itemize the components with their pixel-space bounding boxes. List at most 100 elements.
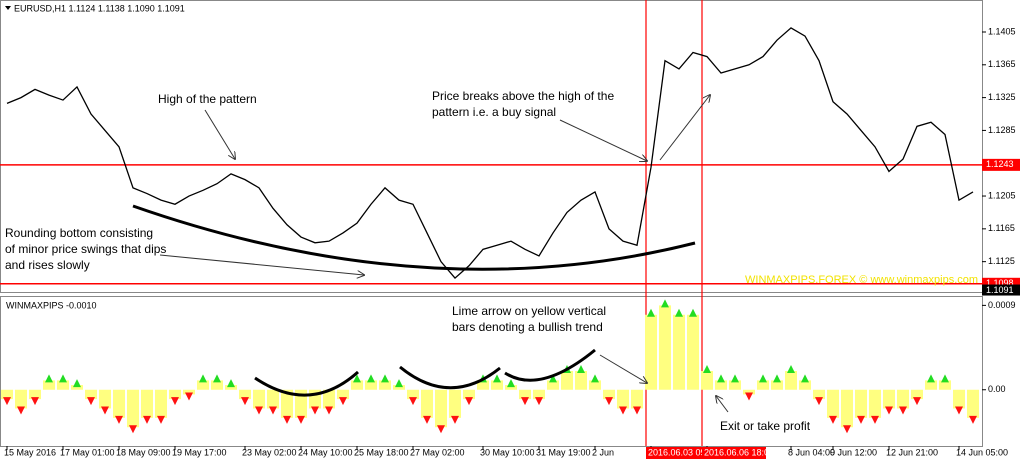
trend-arrow [969,415,977,424]
trend-arrow [241,397,249,406]
last-price-box [982,284,1020,296]
trend-arrow [871,415,879,424]
bar [883,389,895,409]
trend-arrow [773,374,781,383]
annotation: and rises slowly [5,258,90,272]
swing-curve [504,348,596,382]
bar [967,389,979,418]
annotation: High of the pattern [158,92,257,106]
bar [85,389,97,400]
x-tick-label: 2016.06.03 09 [648,447,706,457]
bar [113,389,125,418]
x-tick-label: 30 May 10:00 [480,447,535,457]
trend-arrow [941,374,949,383]
last-price-label: 1.1091 [986,285,1014,295]
trend-arrow [283,415,291,424]
trend-arrow [549,374,557,383]
bar [617,389,629,409]
y-tick-label: 1.1125 [988,256,1015,266]
arrow [716,396,729,413]
x-tick-label: 15 May 2016 [4,447,56,457]
trend-arrow [661,299,669,308]
bar [253,389,265,409]
y-tick-label: 1.1405 [988,26,1016,36]
bar [841,389,853,428]
trend-arrow [157,415,165,424]
trend-arrow [269,406,277,415]
trend-arrow [577,365,585,373]
bar [939,380,951,390]
bar [281,389,293,418]
x-tick-label: 17 May 01:00 [60,447,115,457]
swing-curve [254,370,360,397]
bar [771,380,783,390]
y-tick-label: 0.00 [988,384,1006,394]
bar [1,389,13,400]
bar [379,380,391,390]
trend-arrow [815,397,823,406]
trend-arrow [759,374,767,383]
annotation: of minor price swings that dips [5,242,166,256]
trend-arrow [171,397,179,406]
trend-arrow [535,397,543,406]
trend-arrow [381,374,389,383]
bar [365,380,377,390]
bar [477,380,489,390]
bar [169,389,181,400]
x-tick-label: 2016.06.06 18:00 [704,447,774,457]
bar [141,389,153,418]
bar [715,380,727,390]
x-tick-label: 27 May 02:00 [410,447,465,457]
trend-arrow [59,374,67,383]
y-tick-label: 1.1205 [988,190,1016,200]
bar [71,385,83,390]
trend-arrow [633,406,641,415]
trend-arrow [647,308,655,317]
bar [827,389,839,418]
bar [687,314,699,390]
bar [519,389,531,400]
trend-arrow [45,374,53,383]
trend-arrow [493,374,501,383]
level-label: 1.1243 [986,159,1014,169]
trend-arrow [731,374,739,383]
bar [757,380,769,390]
x-tick-label: 19 May 17:00 [172,447,227,457]
trend-arrow [843,425,851,434]
trend-arrow [255,406,263,415]
bar [463,389,475,400]
trend-arrow [115,415,123,424]
annotation: Rounding bottom consisting [5,226,153,240]
x-label-box [702,447,766,459]
arrow [204,109,235,159]
indicator-title: WINMAXPIPS -0.0010 [6,300,97,310]
y-tick-label: 1.1165 [988,223,1015,233]
bar [421,389,433,418]
trend-arrow [703,365,711,373]
trend-arrow [297,415,305,424]
annotation: Exit or take profit [720,419,811,433]
bar [407,389,419,400]
trend-arrow [521,397,529,406]
annotation-arrows [159,95,729,413]
bar [561,371,573,390]
trend-arrow [227,379,235,388]
bar [743,389,755,395]
trend-arrow [353,374,361,383]
trend-arrow [17,406,25,415]
bar [869,389,881,418]
y-tick-label: 1.1365 [988,59,1016,69]
bar [43,380,55,390]
bar [673,314,685,390]
x-tick-label: 14 Jun 05:00 [956,447,1008,457]
price-line [6,27,974,279]
x-label-box [646,447,704,459]
bar [491,380,503,390]
trend-arrow [885,406,893,415]
trend-arrow [465,397,473,406]
trend-arrow [801,374,809,383]
annotation: Price breaks above the high of the [432,89,614,103]
bar [295,389,307,418]
